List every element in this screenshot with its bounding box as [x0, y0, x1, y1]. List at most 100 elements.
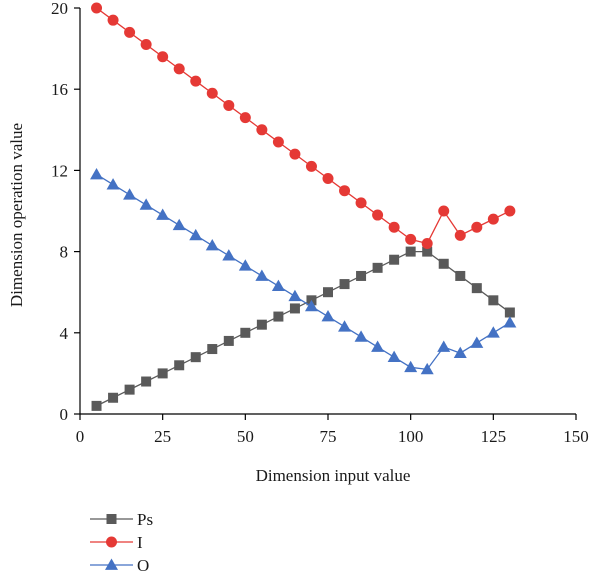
data-point-o — [156, 208, 170, 220]
legend-marker-o — [105, 558, 118, 570]
y-tick-label: 20 — [51, 0, 68, 18]
series-line-ps — [96, 250, 511, 407]
legend-item-o: O — [90, 556, 149, 575]
data-point-o — [470, 336, 484, 348]
data-point-ps — [273, 311, 284, 322]
data-point-o — [404, 360, 418, 373]
data-point-ps — [240, 327, 251, 338]
data-point-o — [123, 188, 137, 200]
axes: 0 25 50 75 100 125 150 0 4 8 12 16 20 — [51, 0, 589, 446]
legend-label-o: O — [137, 556, 149, 575]
data-point-o — [255, 269, 269, 281]
data-point-o — [503, 316, 517, 328]
x-tick-label: 0 — [76, 427, 85, 446]
data-point-ps — [174, 360, 185, 371]
data-point-o — [189, 228, 203, 241]
data-point-i — [405, 233, 417, 245]
data-point-i — [239, 112, 251, 124]
y-tick-label: 0 — [60, 405, 69, 424]
x-tick-label: 75 — [320, 427, 337, 446]
y-tick-label: 16 — [51, 80, 68, 99]
x-axis-title: Dimension input value — [256, 466, 411, 485]
data-point-o — [338, 320, 352, 332]
data-point-i — [487, 213, 499, 225]
data-point-i — [124, 26, 136, 38]
data-point-ps — [256, 319, 267, 330]
data-point-ps — [389, 254, 400, 265]
legend: Ps IO — [90, 510, 153, 575]
data-point-o — [321, 310, 335, 322]
data-point-ps — [471, 283, 482, 294]
data-point-ps — [488, 295, 499, 306]
data-point-ps — [372, 262, 383, 273]
data-point-i — [206, 87, 218, 99]
data-point-o — [172, 218, 186, 231]
data-point-o — [139, 198, 153, 210]
data-point-o — [271, 279, 285, 291]
legend-item-i: I — [90, 533, 143, 552]
data-point-ps — [207, 344, 218, 355]
data-point-i — [272, 136, 284, 148]
x-tick-label: 100 — [398, 427, 424, 446]
data-point-ps — [455, 270, 466, 281]
data-point-o — [486, 326, 500, 338]
y-tick-label: 12 — [51, 161, 68, 180]
legend-marker-i — [106, 536, 117, 548]
data-point-o — [205, 239, 219, 251]
series-line-o — [96, 173, 511, 371]
data-point-i — [388, 221, 400, 233]
data-point-o — [106, 178, 120, 190]
data-point-i — [339, 185, 351, 197]
x-tick-label: 25 — [154, 427, 171, 446]
x-tick-label: 150 — [563, 427, 589, 446]
data-point-o — [238, 259, 252, 271]
data-point-ps — [108, 392, 119, 403]
data-point-i — [140, 39, 152, 51]
data-point-o — [437, 340, 451, 352]
data-point-i — [454, 229, 466, 241]
data-point-o — [90, 167, 104, 180]
series-i — [91, 2, 516, 249]
y-tick-label: 8 — [60, 243, 69, 262]
data-point-ps — [356, 270, 367, 281]
legend-item-ps: Ps — [90, 510, 153, 529]
data-point-ps — [438, 258, 449, 269]
data-point-ps — [223, 335, 234, 346]
data-point-i — [173, 63, 185, 75]
data-point-o — [304, 299, 318, 312]
y-axis-title: Dimension operation value — [7, 123, 26, 307]
data-point-o — [222, 249, 236, 261]
data-point-ps — [141, 376, 152, 387]
data-point-o — [420, 362, 434, 375]
data-point-i — [289, 148, 301, 160]
series-ps — [91, 246, 515, 411]
data-point-i — [322, 173, 334, 185]
data-point-i — [223, 99, 235, 111]
legend-label-ps: Ps — [137, 510, 153, 529]
data-point-i — [372, 209, 384, 221]
data-point-o — [371, 340, 385, 352]
data-point-i — [305, 160, 317, 172]
series-o — [90, 167, 517, 375]
data-point-o — [387, 350, 401, 363]
data-point-ps — [124, 384, 135, 395]
data-point-ps — [504, 307, 515, 318]
data-point-ps — [190, 352, 201, 363]
data-point-o — [354, 330, 368, 342]
series-layer — [90, 2, 517, 411]
data-point-i — [355, 197, 367, 209]
data-point-i — [256, 124, 268, 136]
data-point-i — [157, 51, 169, 63]
data-point-i — [107, 14, 119, 26]
data-point-i — [504, 205, 516, 217]
data-point-o — [453, 346, 467, 358]
data-point-i — [421, 237, 433, 249]
data-point-ps — [405, 246, 416, 257]
data-point-ps — [157, 368, 168, 379]
data-point-i — [91, 2, 103, 14]
data-point-o — [288, 289, 302, 302]
y-tick-label: 4 — [60, 324, 69, 343]
data-point-ps — [91, 400, 102, 411]
legend-marker-ps — [106, 514, 117, 524]
